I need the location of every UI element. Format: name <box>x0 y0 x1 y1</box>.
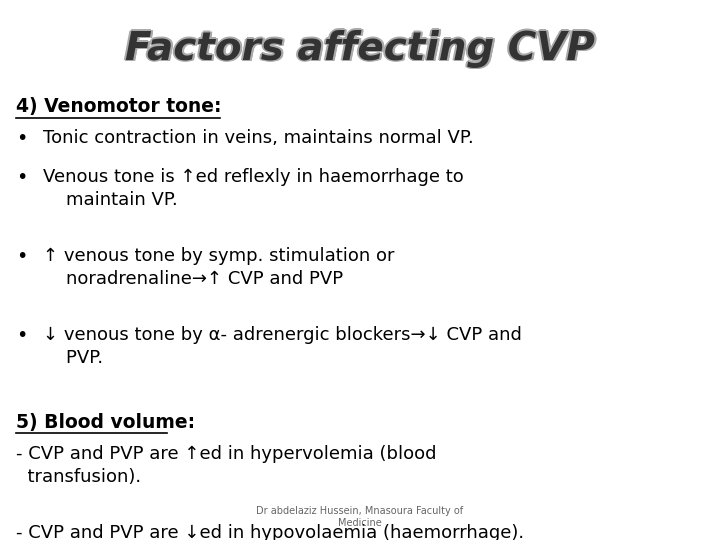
Text: 5) Blood volume:: 5) Blood volume: <box>16 413 195 431</box>
Text: Venous tone is ↑ed reflexly in haemorrhage to
    maintain VP.: Venous tone is ↑ed reflexly in haemorrha… <box>43 168 464 209</box>
Text: Factors affecting CVP: Factors affecting CVP <box>127 31 596 69</box>
Text: •: • <box>16 129 27 147</box>
Text: - CVP and PVP are ↑ed in hypervolemia (blood
  transfusion).: - CVP and PVP are ↑ed in hypervolemia (b… <box>16 445 436 486</box>
Text: Factors affecting CVP: Factors affecting CVP <box>125 30 595 68</box>
Text: Factors affecting CVP: Factors affecting CVP <box>125 31 595 69</box>
Text: ↓ venous tone by α- adrenergic blockers→↓ CVP and
    PVP.: ↓ venous tone by α- adrenergic blockers→… <box>43 326 522 367</box>
Text: •: • <box>16 168 27 187</box>
Text: Factors affecting CVP: Factors affecting CVP <box>127 29 596 66</box>
Text: 4) Venomotor tone:: 4) Venomotor tone: <box>16 97 221 116</box>
Text: Dr abdelaziz Hussein, Mnasoura Faculty of
Medicine: Dr abdelaziz Hussein, Mnasoura Faculty o… <box>256 506 464 528</box>
Text: Factors affecting CVP: Factors affecting CVP <box>123 30 593 68</box>
Text: Factors affecting CVP: Factors affecting CVP <box>127 30 597 68</box>
Text: •: • <box>16 247 27 266</box>
Text: Factors affecting CVP: Factors affecting CVP <box>124 31 593 69</box>
Text: Tonic contraction in veins, maintains normal VP.: Tonic contraction in veins, maintains no… <box>43 129 474 146</box>
Text: Factors affecting CVP: Factors affecting CVP <box>124 29 593 66</box>
Text: •: • <box>16 326 27 345</box>
Text: - CVP and PVP are ↓ed in hypovolaemia (haemorrhage).: - CVP and PVP are ↓ed in hypovolaemia (h… <box>16 524 524 540</box>
Text: ↑ venous tone by symp. stimulation or
    noradrenaline→↑ CVP and PVP: ↑ venous tone by symp. stimulation or no… <box>43 247 395 288</box>
Text: Factors affecting CVP: Factors affecting CVP <box>125 28 595 66</box>
